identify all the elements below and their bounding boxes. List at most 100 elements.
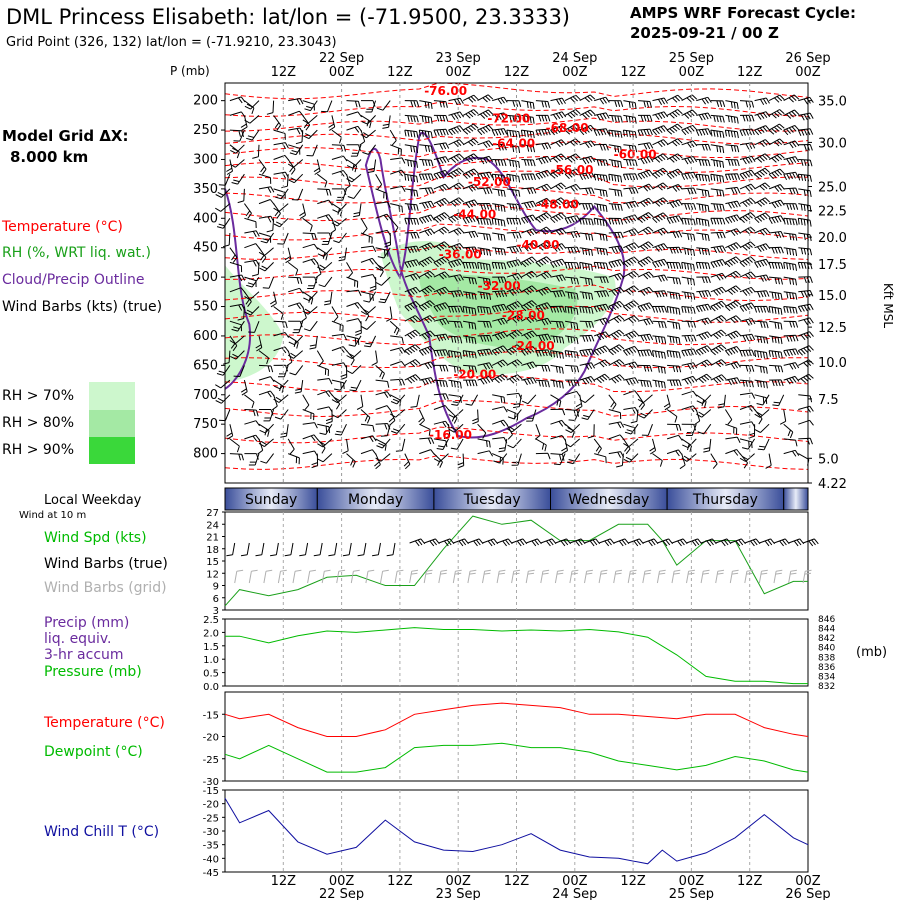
wind-barb [244,243,260,249]
wind-barb [419,285,435,295]
model-grid-value: 8.000 km [10,148,88,166]
wind-barb [492,437,508,444]
top-date-label: 23 Sep [436,51,481,66]
wind-barb [739,197,756,208]
wind-barb [520,173,536,181]
wind-barb [593,128,610,137]
wind-barb [463,276,477,285]
top-date-label: 26 Sep [785,51,830,66]
wind-barb [623,407,639,414]
wind-barb [349,379,362,392]
wind-barb [491,217,506,227]
surface-wind-barb-true [802,538,819,547]
wind-barb [520,214,537,224]
wind-barb [667,231,683,239]
wind-barb [375,365,385,380]
wind-barb [280,424,289,438]
wind-barb [463,246,478,254]
surface-wind-barb-grid [307,569,316,584]
surface-wind-barb-grid [642,569,652,584]
wind-barb [550,350,564,359]
wind-barb [288,287,304,294]
wind-barb [550,335,565,344]
wind-barb [382,115,391,129]
wind-barb [465,394,479,406]
weekday-label: Sunday [245,492,297,508]
surface-wind-barb-true [671,538,688,547]
wind-barb [491,345,508,356]
wind-barb [433,364,449,372]
wind-barb [564,168,581,180]
bottom-time-tick-label: 00Z [445,874,471,889]
wind-barb [364,335,377,348]
wind-barb [240,115,248,131]
wind-barb [462,168,479,180]
kft-tick-label: 12.5 [818,321,847,336]
wind-barb [724,214,741,224]
wind-barb [667,246,682,254]
wind-barb [388,409,396,426]
top-date-label: 25 Sep [669,51,714,66]
wind-barb [226,159,233,175]
wind-barb [244,453,259,460]
wind-barb [229,335,245,345]
wind-barb [769,335,783,345]
wind-barb [375,201,391,208]
bottom-date-label: 24 Sep [552,887,597,900]
wind-barb [798,290,814,298]
wind-barb [637,302,654,312]
wind-barb [783,217,798,226]
wind-barb [448,274,464,282]
wind-barb [681,94,698,103]
wind-barb [477,291,492,300]
temperature-contour-label: -68.00 [546,121,589,135]
wind-barb [317,199,333,206]
wind-barb [390,144,402,156]
wind-barb [248,321,260,333]
panel-ytick-label: 9 [213,582,219,593]
wind-barb [638,114,653,122]
rh90-swatch [89,437,135,464]
wind-barb [295,130,304,145]
wind-barb [535,333,552,342]
wind-barb [579,232,594,241]
wind-barb [696,159,711,167]
wind-barb [258,438,274,448]
wind-barb [331,333,348,341]
wind-barb [492,290,508,298]
wind-barb [271,394,278,411]
wind-barb [550,243,567,252]
wind-barb [725,159,740,167]
wind-barb [287,159,304,168]
wind-barb [448,97,464,106]
temperature-contour-label: -28.00 [502,308,545,322]
wind-barb [288,110,304,117]
wind-barb [564,183,581,192]
wind-barb [389,320,400,336]
wind-barb [754,139,771,148]
wind-barb [681,203,697,210]
pressure-tick-label: 700 [193,388,218,403]
wind-barb [608,100,624,107]
wind-barb [286,350,293,367]
wind-barb [783,232,798,241]
wind-barb [652,111,669,120]
wind-barb [768,199,785,209]
wind-barb [608,272,625,281]
surface-wind-barb-grid [598,569,608,584]
wind-barb [266,100,275,115]
wind-barb [328,115,336,131]
wind-barb [477,348,493,357]
wind-barb [710,100,726,108]
wind-barb [404,217,420,225]
surface-wind-barb-grid [394,569,404,584]
wind-barb [593,261,609,270]
wind-barb [258,173,272,184]
wind-barb [433,393,449,400]
kft-tick-label: 7.5 [818,393,839,408]
wind-barb [331,129,342,144]
surface-wind-barb-grid [321,569,331,584]
weekday-label: Thursday [692,492,758,508]
model-grid-label: Model Grid ΔX: [2,127,129,145]
panel-ytick-label: 3 [213,606,219,617]
